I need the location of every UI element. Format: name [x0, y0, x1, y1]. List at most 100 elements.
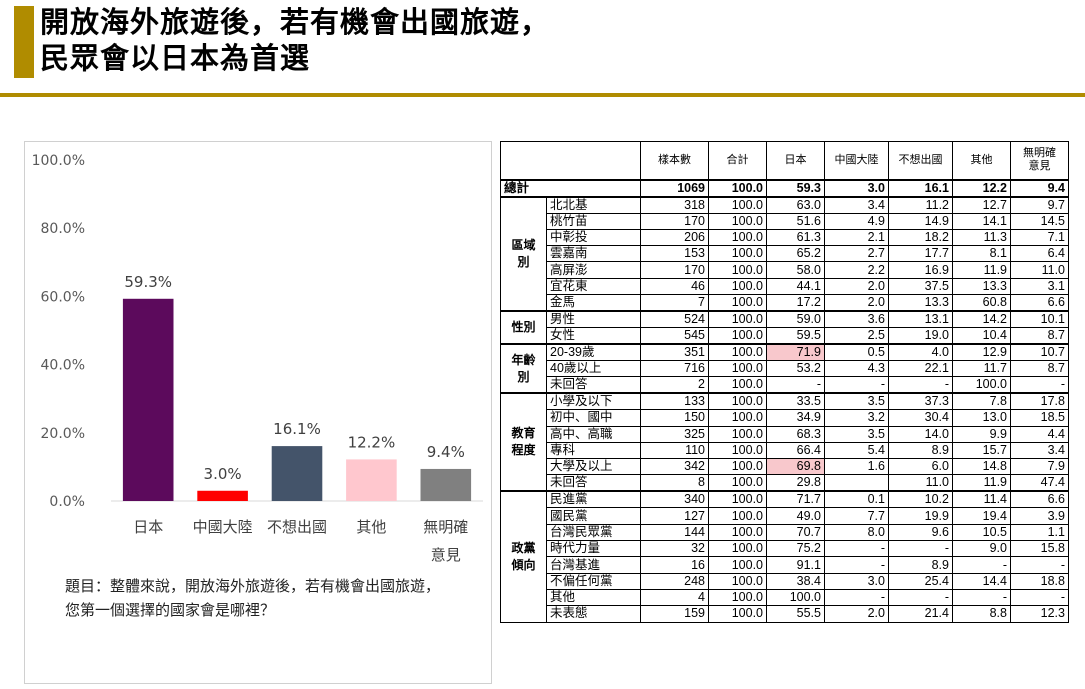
- table-cell: 17.8: [1010, 392, 1069, 411]
- table-cell: 30.4: [888, 409, 953, 427]
- row-label: 大學及以上: [546, 458, 641, 476]
- table-cell: 13.3: [952, 277, 1011, 295]
- table-cell: 100.0: [708, 441, 767, 460]
- table-column-header: 其他: [952, 141, 1011, 180]
- table-cell: 37.3: [888, 392, 953, 411]
- x-category-label: 不想出國: [267, 518, 327, 536]
- table-cell: 110: [640, 441, 709, 460]
- table-cell: 55.5: [766, 605, 825, 623]
- table-cell: 22.1: [888, 359, 953, 378]
- crosstab-table-wrap: 樣本數 合計 日本 中國大陸 不想出國 其他 無明確 意見 總計 1069 100.0 59.3 3.…: [500, 141, 1069, 623]
- group-label-text: 程度: [511, 443, 536, 458]
- table-row: 年齡別 20-39歲 351 100.0 71.9 0.5 4.0 12.9 10.7: [500, 342, 1069, 394]
- row-label: 台灣基進: [546, 556, 641, 574]
- row-label: 北北基: [546, 195, 641, 214]
- table-cell: 150: [640, 409, 709, 427]
- title-accent-bar: [14, 6, 34, 78]
- table-cell: 3.0: [824, 178, 889, 198]
- table-column-header: 樣本數: [640, 141, 709, 180]
- bar-3: [271, 446, 323, 501]
- table-cell: 100.0: [708, 556, 767, 574]
- table-cell: 6.4: [1010, 245, 1069, 263]
- table-body: 總計 1069 100.0 59.3 3.0 16.1 12.2 9.4 區域別北北基 318 10…: [500, 178, 1069, 623]
- table-column-header: 中國大陸: [824, 141, 889, 180]
- table-cell: 11.3: [952, 228, 1011, 247]
- table-cell: 1069: [640, 178, 709, 198]
- table-cell: 51.6: [766, 212, 825, 230]
- table-cell: 2.2: [824, 261, 889, 279]
- table-row: 未回答 2 100.0- - -100.0-: [501, 376, 1069, 394]
- table-cell: 100.0: [708, 277, 767, 295]
- bar-value-label: 9.4%: [427, 443, 465, 461]
- table-cell: -: [766, 376, 825, 394]
- row-label: 男性: [546, 310, 641, 328]
- table-cell: 100.0: [708, 343, 767, 361]
- column-header-text: 不想出國: [898, 153, 943, 166]
- table-cell: 4: [640, 588, 709, 607]
- survey-question: 題目：整體來說，開放海外旅遊後，若有機會出國旅遊， 您第一個選擇的國家會是哪裡？: [65, 574, 485, 622]
- table-cell: 4.9: [824, 212, 889, 230]
- table-header-row: 樣本數 合計 日本 中國大陸 不想出國 其他 無明確 意見: [500, 141, 1069, 180]
- row-label: 高屏澎: [546, 261, 641, 279]
- table-cell: 8.9: [888, 556, 953, 574]
- table-cell: 8.9: [888, 441, 953, 460]
- x-category-label: 意見: [431, 546, 461, 564]
- table-cell: 10.5: [952, 523, 1011, 542]
- bar-4: [346, 459, 397, 501]
- group-label-text: 教育: [511, 426, 536, 441]
- table-cell: 9.4: [1010, 178, 1069, 198]
- table-cell: 3.4: [824, 195, 889, 214]
- table-cell: 17.2: [766, 293, 825, 312]
- row-label: 國民黨: [546, 507, 641, 525]
- table-row-total: 總計 1069 100.0 59.3 3.0 16.1 12.2 9.4: [500, 178, 1069, 198]
- table-cell: 11.9: [952, 474, 1011, 492]
- table-cell: 10.4: [952, 326, 1011, 345]
- bar-chart: 0.0% 20.0% 40.0% 60.0% 80.0% 100.0% 59.3% 日本 3.0…: [32, 153, 483, 564]
- table-column-header: 合計: [708, 141, 767, 180]
- bar-value-label: 59.3%: [124, 273, 172, 291]
- y-tick-label: 60.0%: [41, 289, 85, 305]
- table-cell: 7.8: [952, 392, 1011, 411]
- table-cell: 18.2: [888, 228, 953, 247]
- table-cell: 2: [640, 376, 709, 394]
- table-cell: 100.0: [708, 572, 767, 590]
- table-cell: 100.0: [708, 195, 767, 214]
- table-cell: 127: [640, 507, 709, 525]
- highlighted-cell: 69.8: [766, 458, 825, 476]
- table-cell: 342: [640, 458, 709, 476]
- table-cell: 3.0: [824, 572, 889, 590]
- table-cell: 0.1: [824, 490, 889, 509]
- table-cell: 100.0: [708, 490, 767, 509]
- table-cell: -: [824, 556, 889, 574]
- table-cell: 12.3: [1010, 605, 1069, 623]
- table-row: 未表態 159 100.0 55.5 2.0 21.4 8.8 12.3: [501, 605, 1069, 623]
- table-cell: 3.9: [1010, 507, 1069, 525]
- table-cell: 11.0: [888, 474, 953, 492]
- table-cell: 100.0: [708, 425, 767, 443]
- table-cell: 8.8: [952, 605, 1011, 623]
- table-cell: 1.1: [1010, 523, 1069, 542]
- table-cell: 71.7: [766, 490, 825, 509]
- row-label: 未回答: [546, 376, 641, 394]
- table-cell: 19.4: [952, 507, 1011, 525]
- chart-panel: 0.0% 20.0% 40.0% 60.0% 80.0% 100.0% 59.3% 日本 3.0…: [24, 141, 492, 684]
- row-label: 20-39歲: [546, 343, 641, 361]
- table-cell: 100.0: [708, 310, 767, 328]
- table-cell: [824, 474, 889, 492]
- table-cell: 3.5: [824, 392, 889, 411]
- y-tick-label: 0.0%: [49, 494, 85, 510]
- table-cell: 170: [640, 212, 709, 230]
- table-cell: 3.1: [1010, 277, 1069, 295]
- table-column-header: 不想出國: [888, 141, 953, 180]
- row-label: 台灣民眾黨: [546, 523, 641, 542]
- x-category-label: 其他: [356, 518, 386, 536]
- table-cell: 14.0: [888, 425, 953, 443]
- table-cell: 100.0: [708, 376, 767, 394]
- column-header-text: 日本: [784, 153, 807, 166]
- table-row: 女性 545 100.0 59.5 2.5 19.0 10.4 8.7: [501, 326, 1069, 345]
- table-cell: 15.7: [952, 441, 1011, 460]
- bar-2: [197, 490, 248, 501]
- row-label: 小學及以下: [546, 392, 641, 411]
- table-cell: -: [952, 556, 1011, 574]
- column-header-text: 其他: [970, 153, 993, 166]
